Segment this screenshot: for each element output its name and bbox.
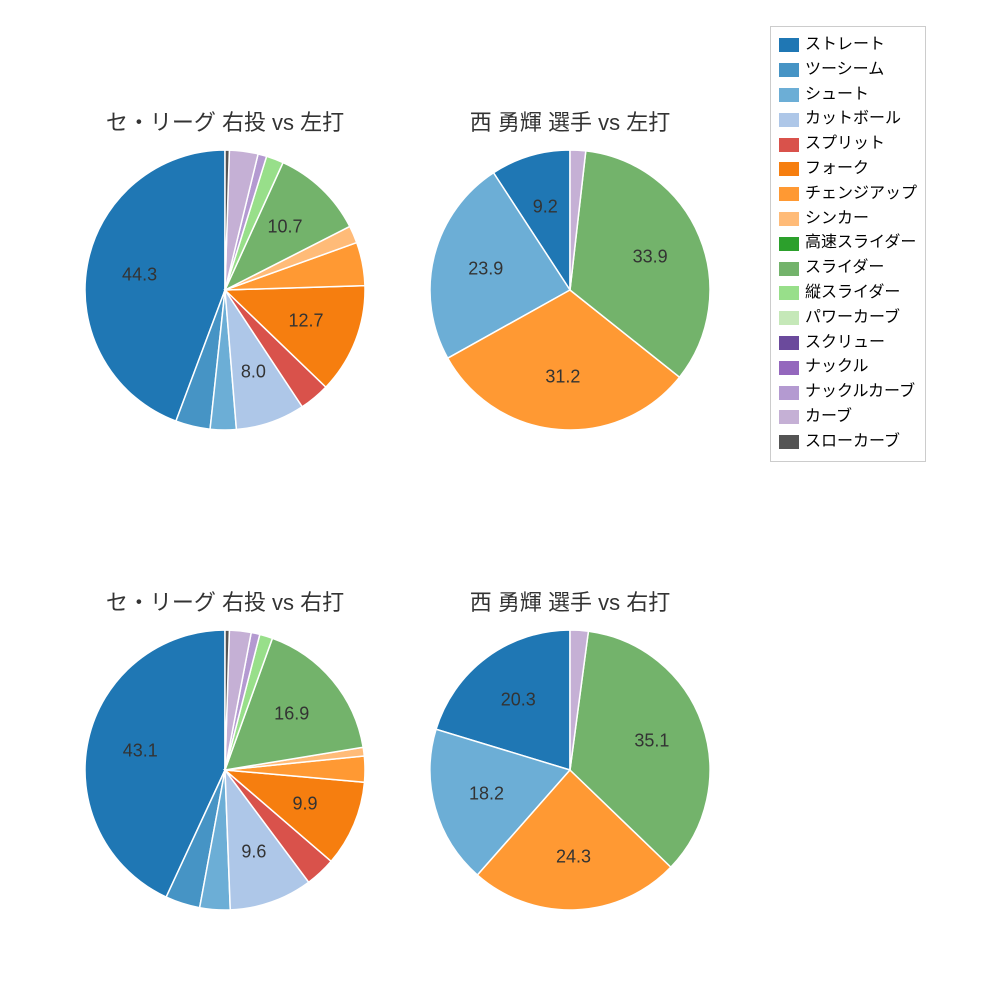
slice-label: 43.1 xyxy=(123,741,158,762)
legend-swatch xyxy=(779,311,799,325)
legend-label: シュート xyxy=(805,83,869,108)
legend-swatch xyxy=(779,262,799,276)
legend-label: フォーク xyxy=(805,157,869,182)
legend-item: 縦スライダー xyxy=(779,281,917,306)
slice-label: 44.3 xyxy=(122,264,157,285)
slice-label: 10.7 xyxy=(267,217,302,238)
legend-swatch xyxy=(779,38,799,52)
chart-title: 西 勇輝 選手 vs 右打 xyxy=(470,585,670,617)
legend-label: 高速スライダー xyxy=(805,231,916,256)
legend-item: パワーカーブ xyxy=(779,306,917,331)
legend-label: ストレート xyxy=(805,33,885,58)
legend-swatch xyxy=(779,410,799,424)
legend-swatch xyxy=(779,435,799,449)
chart-title: セ・リーグ 右投 vs 右打 xyxy=(106,585,344,617)
legend-label: カットボール xyxy=(805,107,901,132)
legend-label: スライダー xyxy=(805,256,884,281)
pie-chart-bl: 43.1 9.6 9.9 16.9 xyxy=(85,630,365,910)
legend-item: フォーク xyxy=(779,157,917,182)
legend-item: シンカー xyxy=(779,207,917,232)
legend-label: チェンジアップ xyxy=(805,182,917,207)
legend-item: スローカーブ xyxy=(779,430,917,455)
legend-swatch xyxy=(779,187,799,201)
legend-swatch xyxy=(779,286,799,300)
slice-label: 20.3 xyxy=(501,690,536,711)
legend-label: ナックルカーブ xyxy=(805,380,915,405)
legend-swatch xyxy=(779,361,799,375)
legend-label: スプリット xyxy=(805,132,885,157)
legend-item: 高速スライダー xyxy=(779,231,917,256)
legend-swatch xyxy=(779,212,799,226)
legend-label: シンカー xyxy=(805,207,869,232)
legend-swatch xyxy=(779,336,799,350)
legend-item: スクリュー xyxy=(779,331,917,356)
slice-label: 12.7 xyxy=(288,311,323,332)
legend: ストレートツーシームシュートカットボールスプリットフォークチェンジアップシンカー… xyxy=(770,26,926,462)
legend-label: ツーシーム xyxy=(805,58,884,83)
legend-item: ナックル xyxy=(779,355,917,380)
legend-item: スライダー xyxy=(779,256,917,281)
legend-swatch xyxy=(779,138,799,152)
legend-swatch xyxy=(779,88,799,102)
legend-item: シュート xyxy=(779,83,917,108)
legend-label: パワーカーブ xyxy=(805,306,900,331)
slice-label: 23.9 xyxy=(468,259,503,280)
slice-label: 9.2 xyxy=(533,196,558,217)
pie-chart-tr: 9.2 23.9 31.2 33.9 xyxy=(430,150,710,430)
legend-swatch xyxy=(779,113,799,127)
slice-label: 8.0 xyxy=(241,362,266,383)
legend-item: スプリット xyxy=(779,132,917,157)
slice-label: 33.9 xyxy=(633,246,668,267)
legend-label: カーブ xyxy=(805,405,852,430)
legend-swatch xyxy=(779,162,799,176)
legend-label: ナックル xyxy=(805,355,869,380)
legend-label: スローカーブ xyxy=(805,430,900,455)
slice-label: 24.3 xyxy=(556,846,591,867)
legend-swatch xyxy=(779,63,799,77)
legend-swatch xyxy=(779,237,799,251)
slice-label: 35.1 xyxy=(634,731,669,752)
legend-label: スクリュー xyxy=(805,331,885,356)
legend-item: カットボール xyxy=(779,107,917,132)
chart-title: 西 勇輝 選手 vs 左打 xyxy=(470,105,670,137)
legend-item: ナックルカーブ xyxy=(779,380,917,405)
slice-label: 18.2 xyxy=(469,783,504,804)
legend-item: チェンジアップ xyxy=(779,182,917,207)
slice-label: 31.2 xyxy=(545,366,580,387)
legend-item: カーブ xyxy=(779,405,917,430)
slice-label: 9.6 xyxy=(241,841,266,862)
chart-title: セ・リーグ 右投 vs 左打 xyxy=(106,105,344,137)
pie-chart-br: 20.3 18.2 24.3 35.1 xyxy=(430,630,710,910)
slice-label: 16.9 xyxy=(274,704,309,725)
legend-item: ツーシーム xyxy=(779,58,917,83)
pie-chart-tl: 44.3 8.0 12.7 10.7 xyxy=(85,150,365,430)
legend-swatch xyxy=(779,386,799,400)
legend-label: 縦スライダー xyxy=(805,281,900,306)
slice-label: 9.9 xyxy=(292,793,317,814)
legend-item: ストレート xyxy=(779,33,917,58)
